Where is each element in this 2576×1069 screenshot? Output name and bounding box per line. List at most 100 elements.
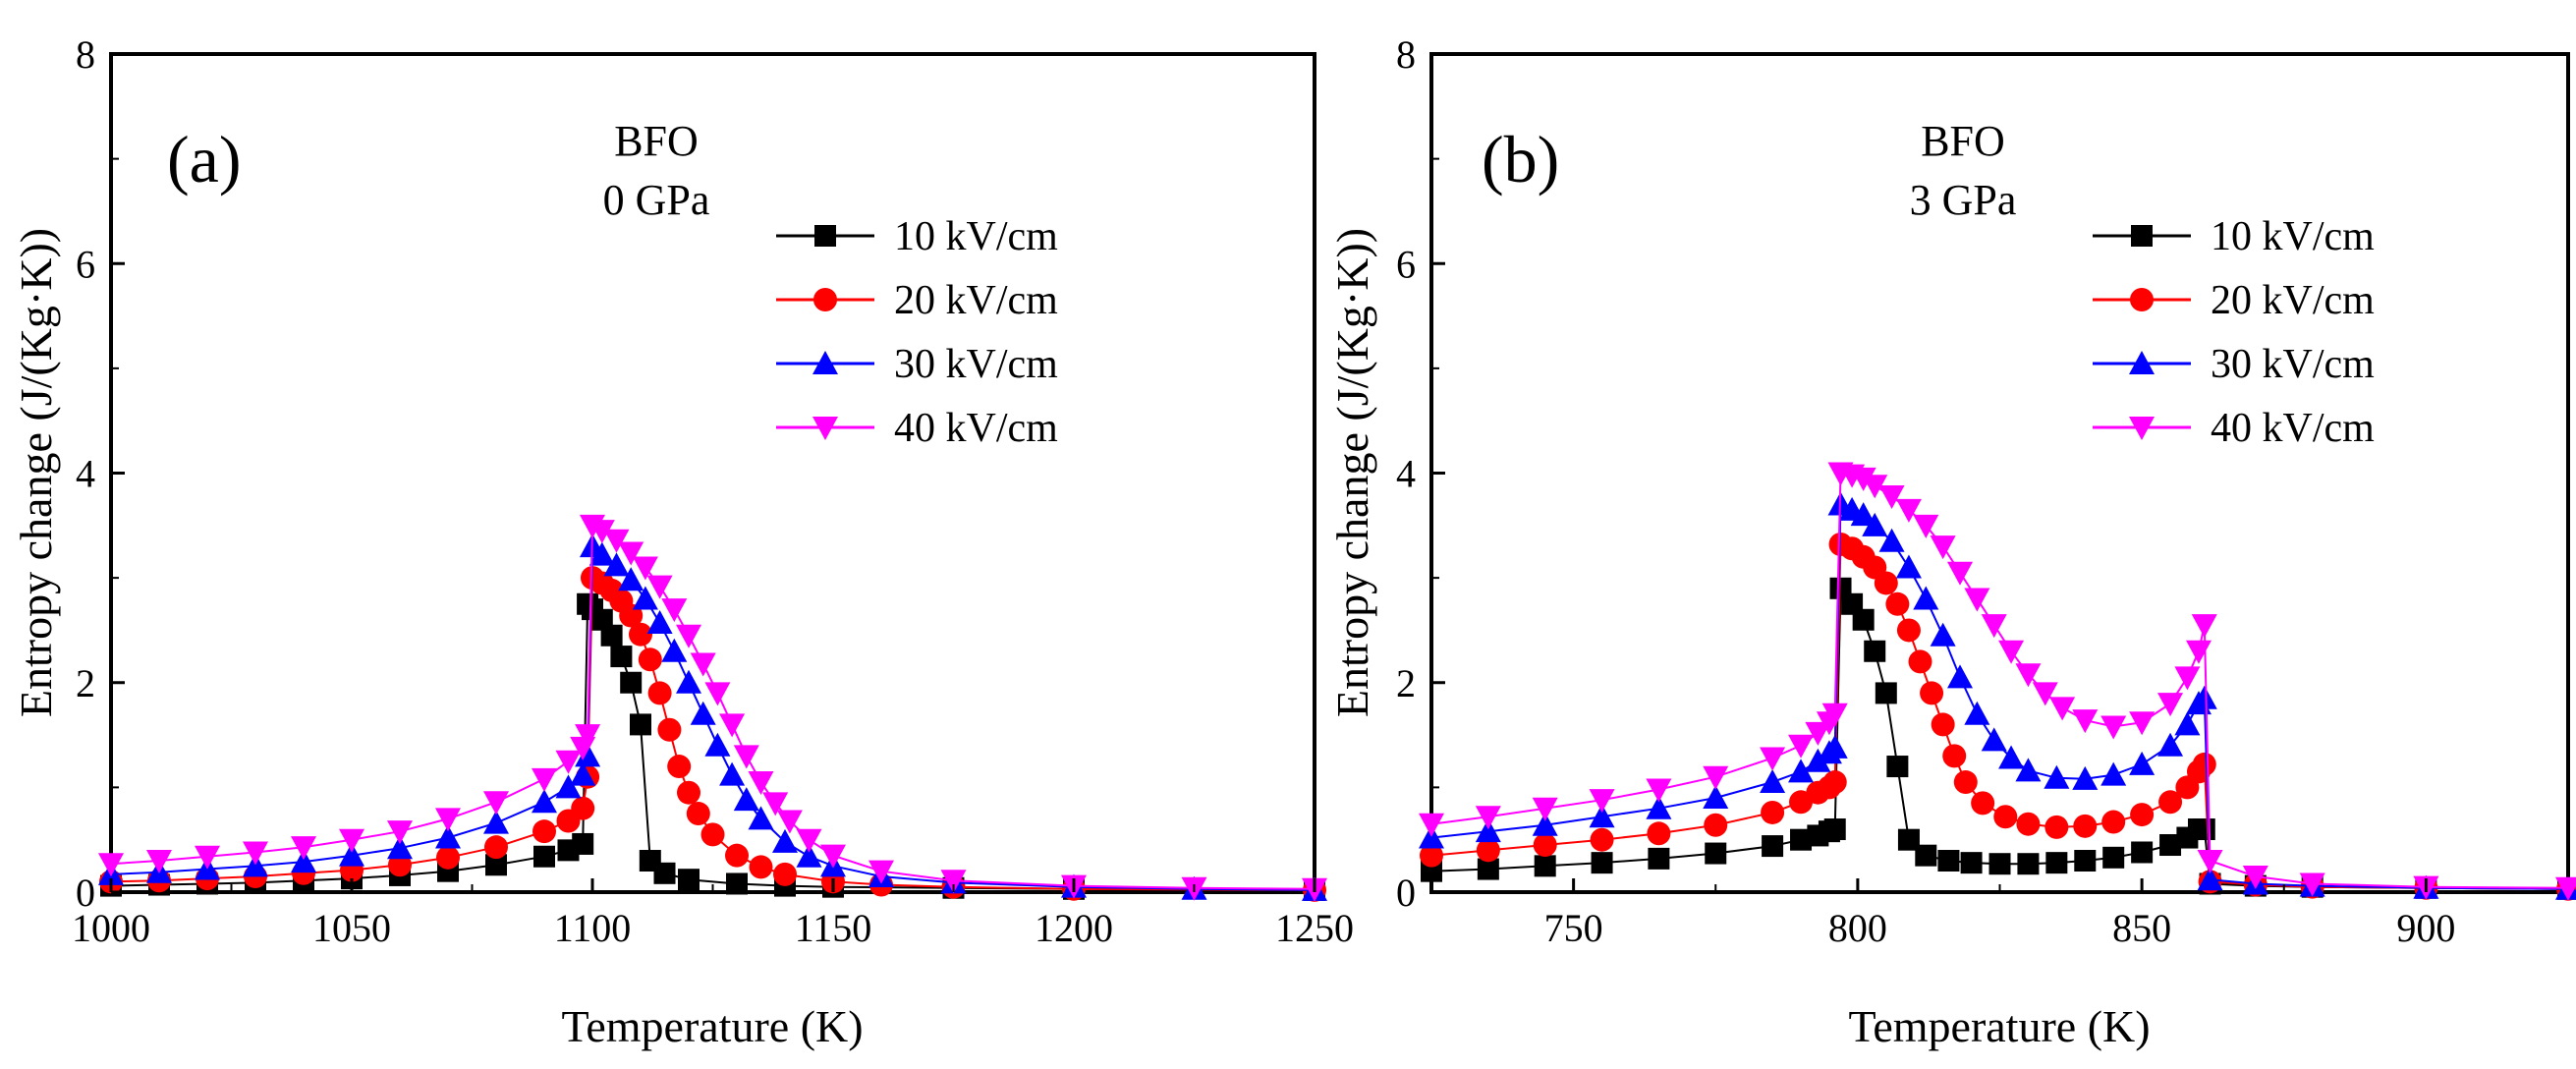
data-point — [436, 845, 460, 870]
data-point — [2159, 834, 2182, 857]
data-point — [483, 810, 509, 834]
data-point — [532, 819, 556, 844]
chart-panel-b: 750 800 850 900 0 2 4 6 8 (b) BFO 3 GPa 10 kV/cm… — [1327, 32, 2576, 1051]
data-point — [2157, 732, 2184, 757]
data-point — [1964, 701, 1990, 725]
data-point — [2049, 697, 2076, 721]
panel-label: (b) — [1482, 122, 1559, 197]
data-point — [2073, 814, 2098, 838]
axis-ticks: 750 800 850 900 0 2 4 6 8 — [1396, 32, 2455, 950]
data-point — [1805, 721, 1831, 746]
data-point — [1648, 847, 1670, 870]
data-point — [667, 755, 692, 779]
data-point — [686, 802, 710, 826]
y-tick-label: 8 — [76, 32, 95, 77]
data-point — [1589, 789, 1615, 814]
data-point — [1960, 852, 1983, 874]
data-point — [678, 869, 700, 891]
legend-label: 40 kV/cm — [894, 406, 1058, 451]
legend-label: 30 kV/cm — [2211, 342, 2375, 387]
y-tick-label: 6 — [76, 242, 95, 286]
data-point — [1930, 622, 1956, 647]
data-point — [661, 638, 688, 662]
data-point — [1886, 756, 1909, 778]
data-point — [1762, 835, 1784, 858]
data-point — [603, 552, 630, 577]
data-point — [2015, 663, 2042, 688]
data-point — [1988, 853, 2011, 875]
data-point — [1981, 727, 2007, 752]
data-point — [1897, 828, 1920, 851]
data-point — [1885, 591, 1910, 616]
data-point — [483, 791, 509, 816]
data-point — [1993, 805, 2018, 829]
panel-label: (a) — [167, 122, 241, 197]
data-point — [572, 832, 594, 855]
data-point — [1420, 843, 1443, 868]
data-point — [2072, 765, 2099, 790]
legend-marker — [812, 351, 838, 374]
data-point — [588, 541, 615, 566]
data-point — [690, 701, 716, 725]
data-point — [533, 845, 555, 868]
data-point — [1850, 502, 1876, 527]
data-point — [571, 796, 595, 820]
data-point — [195, 845, 220, 870]
data-marks — [98, 514, 1327, 902]
data-point — [1947, 561, 1974, 586]
x-tick-label: 850 — [2112, 906, 2171, 950]
data-point — [2242, 866, 2268, 890]
data-marks — [1419, 462, 2576, 901]
annotation-pressure: 3 GPa — [1910, 176, 2017, 224]
data-point — [1915, 844, 1937, 867]
data-point — [719, 761, 746, 786]
data-point — [1590, 827, 1614, 852]
data-point — [1760, 769, 1786, 794]
data-point — [2174, 711, 2201, 736]
data-point — [762, 792, 789, 816]
data-point — [620, 671, 643, 694]
data-point — [2044, 764, 2070, 789]
x-tick-label: 750 — [1544, 906, 1603, 950]
data-point — [1895, 498, 1922, 523]
data-point — [638, 647, 662, 672]
data-point — [1852, 608, 1875, 631]
data-point — [243, 841, 268, 866]
annotation-pressure: 0 GPa — [603, 176, 710, 224]
data-point — [1788, 734, 1815, 759]
data-point — [1875, 682, 1897, 704]
legend-marker — [2131, 225, 2153, 247]
x-tick-label: 1250 — [1275, 906, 1354, 950]
x-tick-label: 1100 — [554, 906, 632, 950]
x-axis-label: Temperature (K) — [1848, 1001, 2150, 1051]
data-point — [1971, 791, 1995, 816]
data-point — [1821, 703, 1848, 727]
data-point — [1761, 800, 1785, 824]
data-point — [2197, 867, 2223, 891]
data-point — [2130, 803, 2155, 827]
data-point — [1964, 588, 1990, 612]
data-point — [704, 682, 731, 706]
data-point — [796, 828, 822, 853]
data-point — [2197, 850, 2223, 874]
data-point — [618, 567, 644, 591]
data-point — [772, 828, 798, 853]
data-point — [733, 745, 759, 769]
y-tick-label: 4 — [1396, 452, 1416, 496]
data-point — [646, 575, 673, 599]
data-point — [2100, 761, 2127, 786]
data-point — [940, 870, 967, 894]
data-point — [776, 810, 803, 834]
data-point — [2017, 853, 2040, 875]
legend-marker — [812, 417, 838, 440]
legend: 10 kV/cm 20 kV/cm 30 kV/cm 40 kV/cm — [776, 214, 1058, 451]
data-point — [700, 822, 725, 847]
data-point — [1821, 734, 1848, 759]
data-point — [748, 806, 774, 830]
data-point — [485, 854, 507, 876]
data-point — [1703, 765, 1729, 790]
data-point — [1998, 640, 2025, 664]
data-point — [2129, 711, 2156, 736]
data-point — [387, 835, 413, 860]
data-point — [1942, 744, 1967, 768]
